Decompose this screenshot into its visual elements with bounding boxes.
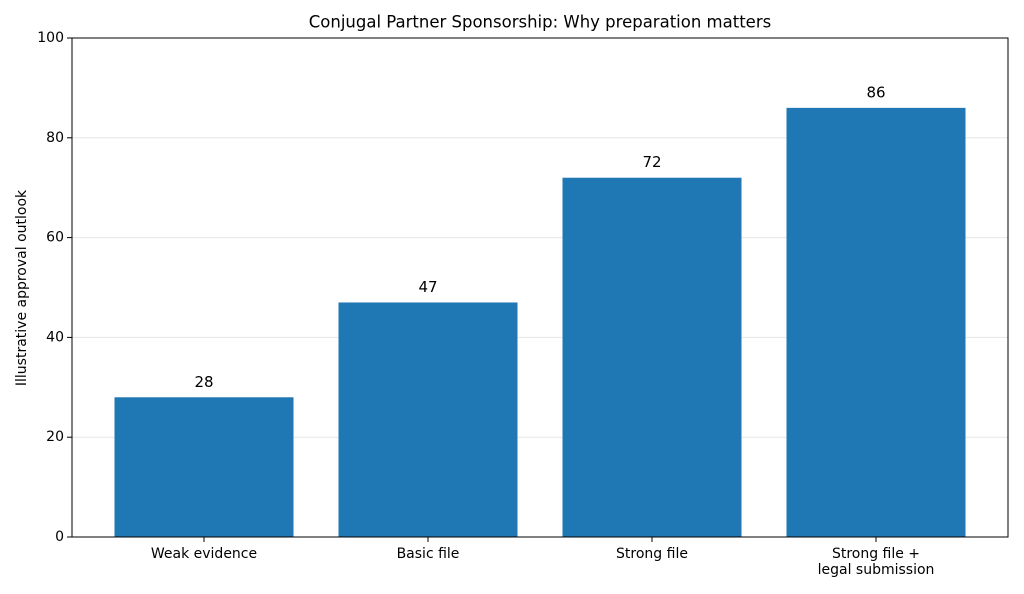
x-tick-label: Basic file [397,546,460,562]
value-label: 28 [194,373,213,391]
bars [114,107,966,538]
labels: 0 20 40 60 80 100 Weak evidence 28 Basic file 47 S… [37,30,934,578]
bar [562,177,742,537]
y-tick-label: 80 [46,130,64,146]
y-tick-label: 0 [55,529,64,545]
y-tick-label: 100 [37,30,64,46]
value-label: 86 [866,83,885,101]
chart-title: Conjugal Partner Sponsorship: Why prepar… [309,13,771,32]
value-label: 47 [418,278,437,296]
y-axis-label: Illustrative approval outlook [14,189,30,386]
plot-frame [71,37,1009,538]
x-tick-label: Strong file + legal submission [818,546,935,578]
bar [114,397,294,537]
y-tick-label: 20 [46,429,64,445]
y-tick-label: 60 [46,230,64,246]
y-tick-label: 40 [46,329,64,345]
bar [338,302,518,537]
x-tick-label: Strong file [616,546,688,562]
bar [786,107,966,538]
x-tick-label: Weak evidence [151,546,257,562]
value-label: 72 [642,153,661,171]
